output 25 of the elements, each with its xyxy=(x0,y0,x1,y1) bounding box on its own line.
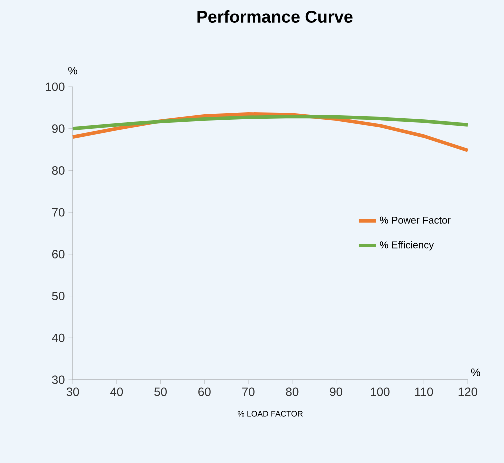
y-tick-label: 60 xyxy=(52,250,65,259)
x-tick-label: 60 xyxy=(198,388,211,396)
x-tick-label: 30 xyxy=(66,388,80,396)
y-tick-label: 80 xyxy=(52,166,65,175)
y-tick-label: 90 xyxy=(52,124,65,134)
x-tick-label: 70 xyxy=(242,388,255,396)
y-tick-label: 50 xyxy=(52,292,65,301)
y-tick-label: 40 xyxy=(52,334,65,342)
x-tick-label: 40 xyxy=(110,388,124,396)
chart-title: Performance Curve xyxy=(198,10,353,24)
line-series xyxy=(71,114,470,131)
x-tick-label: 50 xyxy=(154,388,167,396)
x-axis-title: % LOAD FACTOR xyxy=(238,411,303,417)
text: % xyxy=(471,368,480,376)
legend-label: % Power Factor xyxy=(380,216,451,224)
y-axis-title: % xyxy=(68,66,78,75)
legend-label: % Efficiency xyxy=(380,241,434,251)
y-tick-label: 70 xyxy=(52,208,65,217)
x-tick-label: 110 xyxy=(415,388,434,396)
y-tick-label: 100 xyxy=(46,82,65,92)
x-tick-label: 90 xyxy=(330,388,343,396)
x-tick-label: 80 xyxy=(286,388,299,396)
y-tick-label: 30 xyxy=(52,376,65,384)
x-tick-label: 120 xyxy=(458,388,478,396)
x-tick-label: 100 xyxy=(371,388,390,396)
